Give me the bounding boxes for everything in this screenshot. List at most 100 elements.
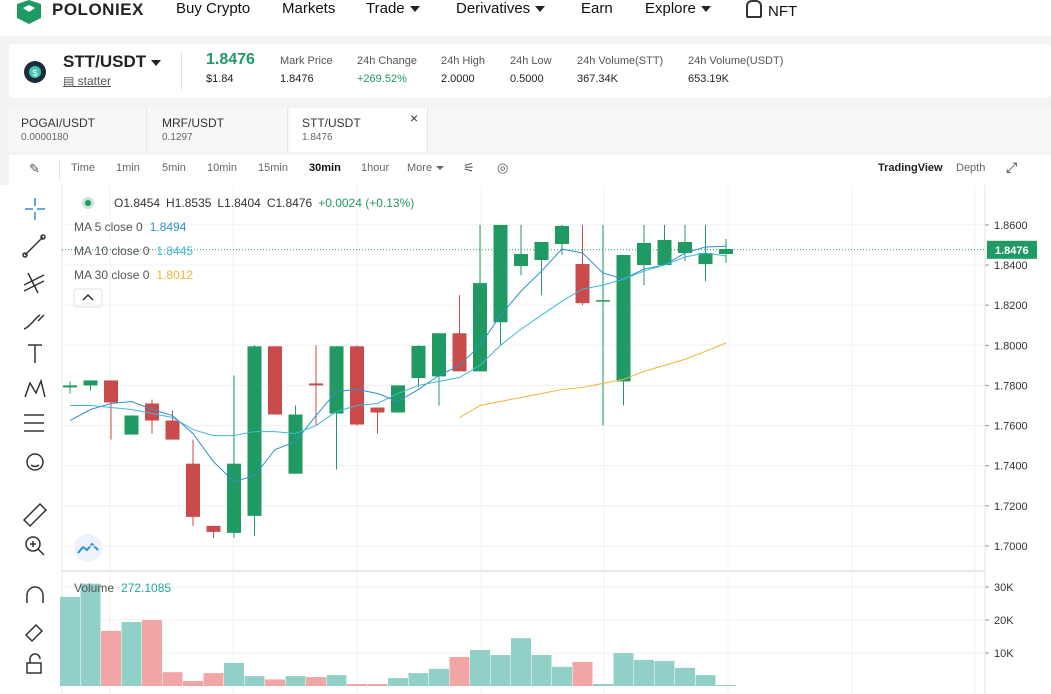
nav-label: Trade — [366, 0, 405, 17]
legend-value: 1.8445 — [156, 244, 193, 258]
volume-bar — [60, 596, 80, 686]
interval[interactable]: Time — [71, 162, 96, 174]
settings-button[interactable]: ◎ — [497, 160, 509, 175]
volume-bar — [490, 654, 511, 686]
candle-body — [555, 225, 569, 244]
volume-bar — [80, 583, 101, 686]
brand[interactable]: POLONIEX — [52, 0, 144, 19]
volume-bar — [695, 675, 716, 686]
candle-body — [493, 224, 508, 323]
volume-tick-label: 20K — [994, 615, 1014, 627]
nav-item[interactable]: Trade — [366, 0, 420, 17]
candle-body — [637, 242, 651, 266]
stat-value: 0.5000 — [510, 73, 544, 85]
nav-label: NFT — [768, 3, 798, 20]
drawing-tools[interactable] — [22, 198, 48, 674]
top-nav: POLONIEX Buy Crypto Markets Trade Deriva… — [0, 0, 1051, 36]
tab-pair: STT/USDT — [302, 116, 361, 130]
draw-toggle[interactable]: ✎ — [29, 161, 40, 176]
tab-pair: MRF/USDT — [162, 116, 224, 130]
interval[interactable]: 5min — [162, 162, 186, 174]
candle-body — [268, 346, 282, 415]
interval[interactable]: 1hour — [361, 162, 390, 174]
ohlc-value: O1.8454 — [114, 196, 160, 210]
candle-body — [186, 463, 200, 517]
nav-item[interactable]: Markets — [282, 0, 336, 17]
stat-label: Mark Price — [280, 55, 333, 67]
stat-label: 24h Volume(STT) — [577, 55, 664, 67]
candle-body — [698, 253, 713, 265]
y-tick-label: 1.7800 — [994, 380, 1028, 392]
price-tag-label: 1.8476 — [995, 245, 1029, 257]
tab[interactable]: STT/USDT 1.8476 × — [290, 108, 428, 152]
y-tick-label: 1.8200 — [994, 300, 1028, 312]
ma-line — [70, 252, 727, 437]
volume-bar — [470, 650, 490, 686]
candle-body — [370, 407, 385, 413]
price-tag — [987, 240, 1037, 259]
nav-label: Explore — [645, 0, 696, 17]
interval[interactable]: 10min — [207, 162, 237, 174]
volume-value: 272.1085 — [121, 581, 171, 595]
tab-price: 1.8476 — [302, 132, 333, 143]
volume-bar — [552, 666, 572, 686]
interval[interactable]: 30min — [309, 162, 341, 174]
nav-item[interactable]: NFT — [746, 0, 797, 20]
candle-body — [350, 346, 364, 425]
nav-item[interactable]: Explore — [645, 0, 711, 17]
tab-pair: POGAI/USDT — [21, 116, 96, 130]
coin-name[interactable]: ▤ statter — [63, 74, 112, 88]
volume-bar — [654, 660, 675, 686]
interval[interactable]: 15min — [258, 162, 288, 174]
candle-body — [104, 380, 118, 403]
pair[interactable]: STT/USDT — [63, 52, 162, 72]
nav-item[interactable]: Derivatives — [456, 0, 546, 17]
volume-bar — [224, 662, 244, 686]
candle-body — [514, 254, 528, 267]
stat-value: 653.19K — [688, 73, 729, 85]
last-price: 1.8476 — [206, 51, 255, 68]
view-option[interactable]: Depth — [956, 162, 986, 174]
collapse-legend[interactable] — [73, 288, 103, 308]
volume-name: Volume — [74, 581, 114, 595]
view-option[interactable]: TradingView — [878, 162, 943, 174]
volume-bar — [531, 654, 552, 686]
ohlc-legend — [82, 197, 94, 209]
volume-bar — [142, 620, 162, 686]
candle-body — [678, 241, 692, 254]
volume-bar — [244, 676, 265, 686]
ohlc-value: +0.0024 (+0.13%) — [318, 196, 414, 210]
interval[interactable]: More — [407, 162, 445, 174]
candle-body — [165, 420, 180, 440]
volume-bar — [572, 661, 593, 686]
candle-body — [83, 380, 98, 386]
svg-text:$: $ — [32, 68, 37, 78]
tab[interactable]: MRF/USDT 0.1297 — [150, 108, 288, 152]
candle-body — [596, 300, 610, 302]
candle-body — [206, 525, 221, 532]
legend-name: MA 30 close 0 — [74, 268, 150, 282]
candle-body — [329, 346, 344, 414]
volume-bar — [101, 630, 121, 686]
stat-label: 24h High — [441, 55, 486, 67]
stat-value: 367.34K — [577, 73, 618, 85]
volume-bar — [613, 653, 634, 686]
y-tick-label: 1.7000 — [994, 541, 1028, 553]
ohlc-value: C1.8476 — [267, 196, 313, 210]
coin-name-label: statter — [77, 74, 112, 88]
close-tab[interactable]: × — [410, 110, 419, 126]
candle-body — [473, 283, 487, 372]
indicator-button[interactable]: ⚟ — [463, 160, 475, 175]
volume-bar — [367, 684, 388, 686]
y-tick-label: 1.7200 — [994, 501, 1028, 513]
candle-body — [411, 345, 426, 378]
tab[interactable]: POGAI/USDT 0.0000180 — [9, 108, 147, 152]
fullscreen[interactable]: ⤢ — [1006, 159, 1018, 175]
interval[interactable]: 1min — [116, 162, 140, 174]
ma-line — [459, 342, 727, 418]
candle-body — [309, 383, 323, 386]
nav-item[interactable]: Buy Crypto — [176, 0, 251, 17]
volume-bar — [347, 684, 367, 686]
nav-item[interactable]: Earn — [581, 0, 613, 17]
